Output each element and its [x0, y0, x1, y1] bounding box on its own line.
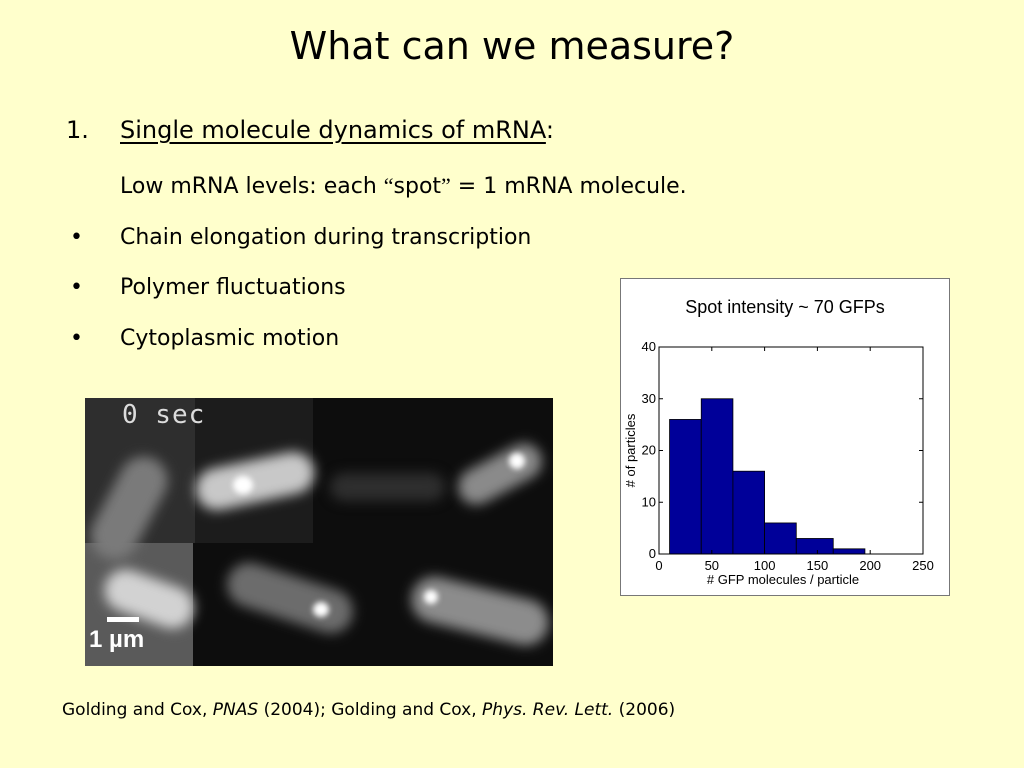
item-1-subline: Low mRNA levels: each “spot” = 1 mRNA mo…: [120, 170, 687, 203]
bacterium-cell: [406, 571, 553, 651]
bullet-dot: •: [70, 275, 83, 300]
y-tick-label: 20: [642, 443, 656, 458]
histogram-bar: [795, 538, 834, 555]
item-1-number: 1.: [66, 116, 89, 144]
histogram-bar: [732, 470, 765, 555]
item-1-colon: :: [545, 116, 554, 144]
bullet-dot: •: [70, 326, 83, 351]
bullet-text: Polymer fluctuations: [120, 275, 346, 300]
citation: Golding and Cox, PNAS (2004); Golding an…: [62, 698, 675, 722]
time-stamp-label: 0 sec: [122, 400, 206, 430]
histogram-chart: 0 50 100 150 200 250 0 10 20 30 40 # GFP molecules …: [623, 339, 934, 587]
citation-journal: PNAS: [212, 700, 259, 720]
bacterium-cell: [451, 436, 549, 512]
item-1-heading: Single molecule dynamics of mRNA: [120, 116, 546, 144]
x-tick-label: 150: [807, 558, 829, 573]
x-tick-label: 250: [912, 558, 934, 573]
subline-close-quote: ”: [441, 173, 451, 198]
bacterium-cell: [221, 556, 359, 640]
item-1-heading-wrap: Single molecule dynamics of mRNA:: [120, 114, 554, 146]
y-tick-label: 40: [642, 339, 656, 354]
histogram-bar: [669, 419, 702, 555]
x-tick-label: 50: [705, 558, 719, 573]
citation-part: Golding and Cox,: [62, 700, 213, 720]
mrna-spot: [424, 590, 438, 604]
citation-journal: Phys. Rev. Lett.: [482, 700, 614, 720]
slide-title: What can we measure?: [289, 24, 735, 68]
bullet-text: Cytoplasmic motion: [120, 326, 340, 351]
scale-bar-label: 1 µm: [89, 626, 145, 653]
bacterium-cell: [330, 473, 445, 501]
y-tick-label: 30: [642, 391, 656, 406]
bullet-item: • Chain elongation during transcription: [0, 222, 700, 254]
bullet-dot: •: [70, 225, 83, 250]
citation-part: (2004); Golding and Cox,: [258, 700, 483, 720]
bullet-item: • Cytoplasmic motion: [0, 323, 600, 355]
bullet-item: • Polymer fluctuations: [0, 272, 600, 304]
subline-after: = 1 mRNA molecule.: [450, 174, 687, 199]
mrna-spot: [233, 476, 253, 494]
x-tick-label: 0: [655, 558, 662, 573]
histogram-bar: [832, 548, 866, 555]
micrograph-image: [85, 398, 553, 666]
mrna-spot: [313, 602, 329, 617]
y-axis-label: # of particles: [623, 413, 638, 487]
chart-title: Spot intensity ~ 70 GFPs: [685, 297, 885, 317]
x-tick-label: 200: [859, 558, 881, 573]
subline-word: spot: [393, 174, 442, 199]
citation-part: (2006): [613, 700, 676, 720]
subline-before: Low mRNA levels: each: [120, 174, 384, 199]
y-tick-label: 10: [642, 494, 656, 509]
bullet-text: Chain elongation during transcription: [120, 225, 532, 250]
x-axis-label: # GFP molecules / particle: [707, 572, 859, 587]
histogram-bar: [700, 398, 734, 555]
histogram-panel: Spot intensity ~ 70 GFPs 0 50 100 150 200 250…: [620, 278, 950, 596]
mrna-spot: [509, 453, 525, 469]
item-1: 1. Single molecule dynamics of mRNA:: [0, 114, 1024, 148]
x-tick-label: 100: [754, 558, 776, 573]
y-tick-label: 0: [649, 546, 656, 561]
scale-bar: [107, 617, 139, 622]
histogram-bar: [764, 522, 797, 555]
subline-open-quote: “: [383, 173, 394, 198]
